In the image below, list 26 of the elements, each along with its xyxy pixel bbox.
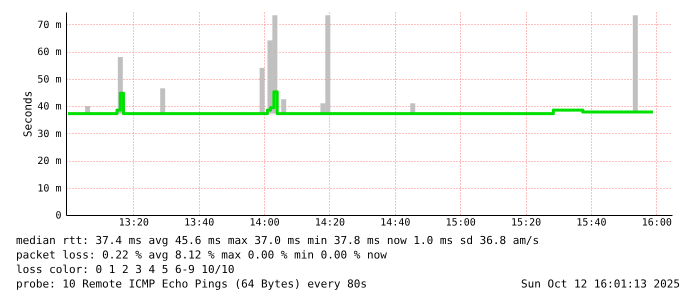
x-tick-label: 13:20 <box>118 218 149 228</box>
x-tick-label: 14:00 <box>250 218 280 228</box>
y-tick-label: 10 m <box>37 183 62 194</box>
text: probe: 10 Remote ICMP Echo Pings (64 Bytes) every 80s <box>16 278 367 290</box>
x-tick-label: 15:20 <box>511 218 542 228</box>
x-tick-label: 14:40 <box>380 218 410 228</box>
x-tick-label: 16:00 <box>642 218 672 228</box>
y-tick-label: 70 m <box>37 20 62 31</box>
x-tick-label: 15:40 <box>576 218 606 228</box>
x-tick-label: 15:00 <box>446 218 476 228</box>
text: loss color: 0 1 2 3 4 5 6-9 10/10 <box>16 263 235 276</box>
text: median rtt: 37.4 ms avg 45.6 ms max 37.0 ms min 37.8 ms now 1.0 ms sd 36.8 am/s <box>16 234 540 247</box>
y-tick-label: 50 m <box>37 74 62 86</box>
text: packet loss: 0.22 % avg 8.12 % max 0.00 % min 0.00 % now <box>16 248 388 262</box>
x-tick-label: 14:20 <box>314 218 345 228</box>
y-tick-label: 60 m <box>37 47 62 58</box>
text: Sun Oct 12 16:01:13 2025 <box>521 278 680 290</box>
bar <box>260 68 265 114</box>
y-tick-label: 20 m <box>37 156 62 168</box>
y-tick-label: 40 m <box>37 102 62 113</box>
y-tick-label: 30 m <box>37 128 62 140</box>
y-axis-title: Seconds <box>21 90 34 138</box>
x-tick-label: 13:40 <box>184 218 214 228</box>
bar <box>160 88 166 114</box>
y-tick-label: 0 <box>55 210 62 222</box>
bar <box>632 15 638 112</box>
